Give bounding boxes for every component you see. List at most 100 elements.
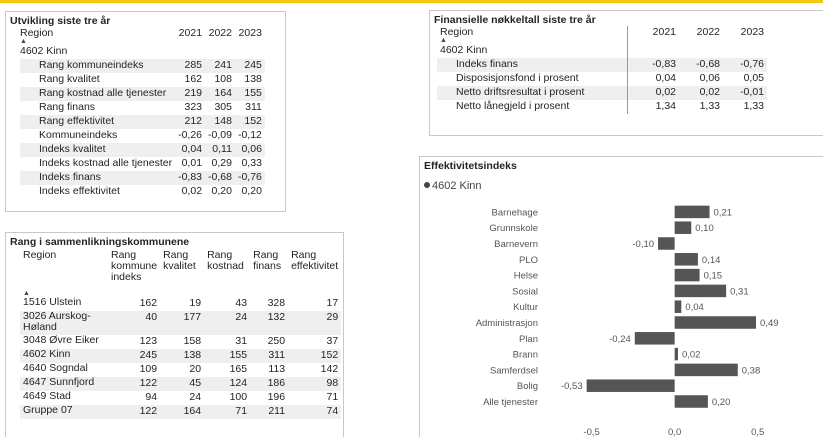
row-value: 196 [267, 391, 286, 403]
row-value: 245 [234, 59, 265, 73]
row-label: Indeks effektivitet [39, 185, 120, 197]
bar[interactable] [674, 253, 698, 266]
row-value: 165 [229, 363, 248, 375]
table-row: 1516 Ulstein 162 19 43 328 17 [20, 297, 341, 311]
column-header-region[interactable]: Region [23, 249, 57, 261]
row-value: 109 [139, 363, 158, 375]
table-row: Indeks finans -0,83 -0,68 -0,76 [437, 58, 767, 72]
column-header-rank-efficiency[interactable]: Rang effektivitet [291, 249, 339, 272]
category-label: Helse [514, 271, 538, 282]
row-region: Gruppe 07 [20, 405, 108, 419]
table-row: 3026 Aurskog-Høland 40 177 24 132 29 [20, 311, 342, 335]
table-header-row: Region Rang kommune indeks Rang kvalitet… [20, 248, 341, 283]
table-row: Netto driftsresultat i prosent 0,02 0,02 -0… [437, 86, 767, 100]
column-header-year[interactable]: 2022 [208, 27, 232, 39]
category-label: Plan [519, 334, 538, 345]
row-label: Indeks finans [437, 58, 627, 72]
table-row: 3048 Øvre Eiker 123 158 31 250 37 [20, 335, 341, 349]
row-value: 241 [205, 59, 235, 73]
row-label: Kommuneindeks [39, 129, 118, 141]
bar[interactable] [674, 316, 757, 329]
bar[interactable] [674, 363, 738, 377]
row-value: 0,02 [626, 86, 679, 100]
column-header-region[interactable]: Region ▲ [20, 27, 175, 45]
row-value: 0,02 [679, 86, 723, 100]
row-value: 17 [326, 297, 339, 309]
data-label: 0,49 [760, 318, 779, 329]
row-label: Netto driftsresultat i prosent [437, 86, 627, 100]
bar[interactable] [658, 237, 675, 250]
bar[interactable] [634, 332, 675, 345]
sort-ascending-icon: ▲ [440, 37, 447, 44]
bar[interactable] [674, 347, 678, 361]
row-value: 177 [160, 311, 205, 335]
row-value: -0,01 [723, 86, 767, 100]
data-label: 0,04 [685, 302, 704, 313]
column-header-rank-finance[interactable]: Rang finans [253, 249, 282, 272]
row-label: Indeks kostnad alle tjenester [39, 157, 173, 169]
row-value: 155 [204, 349, 251, 363]
row-value: 1,34 [626, 100, 679, 114]
table-row: Disposisjonsfond i prosent 0,04 0,06 0,05 [437, 72, 767, 86]
row-value: 155 [234, 87, 265, 101]
row-value: 245 [108, 349, 161, 363]
table-row: Rang kommuneindeks 285 241 245 [20, 59, 265, 73]
row-value: 158 [183, 335, 202, 347]
row-region: 4640 Sogndal [23, 362, 88, 374]
column-header-year[interactable]: 2022 [696, 26, 720, 38]
row-value: 186 [250, 377, 289, 391]
column-header-year[interactable]: 2021 [626, 26, 679, 44]
column-header-year[interactable]: 2021 [178, 27, 203, 39]
bar[interactable] [674, 395, 708, 408]
table-row: Netto lånegjeld i prosent 1,34 1,33 1,33 [437, 100, 767, 114]
bar[interactable] [674, 205, 710, 219]
row-value: 113 [268, 363, 286, 375]
chart-legend[interactable]: 4602 Kinn [424, 180, 482, 192]
row-value: 219 [175, 87, 206, 101]
sort-ascending-icon[interactable]: ▲ [23, 290, 30, 297]
column-header-year[interactable]: 2023 [238, 27, 262, 39]
row-region: 3026 Aurskog-Høland [20, 311, 108, 335]
category-label: PLO [519, 255, 538, 266]
row-region: 1516 Ulstein [23, 296, 82, 308]
data-label: 0,38 [742, 365, 761, 376]
row-value: -0,68 [205, 171, 235, 185]
column-header-rank-quality[interactable]: Rang kvalitet [163, 249, 196, 272]
development-table-panel: Utvikling siste tre år Region ▲ 2021 2022… [5, 11, 286, 212]
row-value: 0,02 [181, 185, 203, 197]
table-row: 4602 Kinn 245 138 155 311 152 [20, 349, 342, 363]
row-value: -0,83 [626, 58, 679, 72]
column-header-region[interactable]: Region ▲ [437, 26, 627, 44]
bar[interactable] [586, 379, 675, 392]
row-region: 4649 Stad [23, 390, 71, 402]
financial-table-title: Finansielle nøkkeltall siste tre år [434, 14, 596, 26]
row-value: 43 [235, 297, 248, 309]
bar[interactable] [674, 221, 692, 234]
column-header-year[interactable]: 2023 [740, 26, 764, 38]
development-table-title: Utvikling siste tre år [10, 15, 111, 27]
column-header-rank-cost[interactable]: Rang kostnad [207, 249, 244, 272]
row-label: Rang finans [39, 101, 96, 113]
row-value: 323 [184, 101, 203, 113]
row-value: 311 [245, 101, 262, 113]
column-header-rank-municipality-index[interactable]: Rang kommune indeks [111, 249, 158, 283]
bar[interactable] [674, 300, 682, 313]
table-row: Indeks kostnad alle tjenester 0,01 0,29 0,3… [20, 157, 265, 171]
table-row: Indeks kvalitet 0,04 0,11 0,06 [20, 143, 265, 157]
table-row: Rang kvalitet 162 108 138 [20, 73, 265, 87]
category-label: Barnevern [494, 239, 538, 250]
row-value: 250 [267, 335, 286, 347]
row-value: 108 [214, 73, 232, 85]
group-label: 4602 Kinn [20, 45, 68, 57]
row-value: 0,29 [211, 157, 232, 169]
row-value: 29 [288, 311, 342, 335]
row-value: 94 [145, 391, 158, 403]
data-label: 0,20 [712, 397, 731, 408]
row-value: 311 [250, 349, 289, 363]
bar[interactable] [674, 268, 700, 282]
category-label: Kultur [513, 302, 538, 313]
ranking-table-panel: Rang i sammenlikningskommunene Region Ra… [5, 232, 344, 437]
row-value: 164 [160, 405, 205, 419]
data-label: -0,53 [561, 381, 583, 392]
bar[interactable] [674, 284, 727, 298]
